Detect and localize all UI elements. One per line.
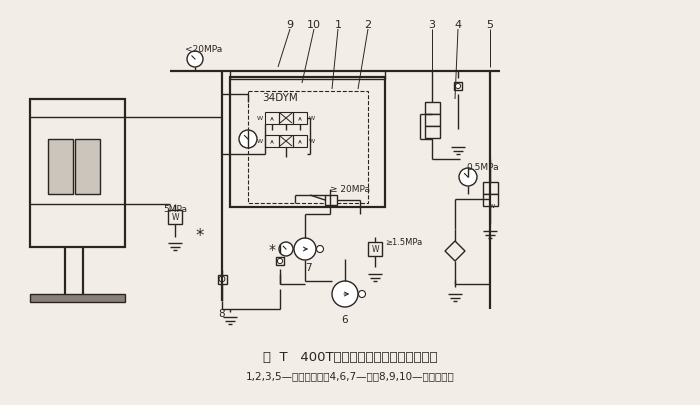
Circle shape [294,239,316,260]
Text: W: W [257,116,263,121]
Text: W: W [371,245,379,254]
Text: 5: 5 [486,20,493,30]
Text: 7: 7 [304,262,312,272]
Circle shape [358,291,365,298]
Text: ≥1.5MPa: ≥1.5MPa [385,238,422,247]
Bar [279,136,293,148]
Bar [248,92,368,203]
Circle shape [277,259,283,264]
Bar [230,78,385,207]
Circle shape [459,168,477,187]
Bar [276,257,284,265]
Text: 4: 4 [454,20,461,30]
Bar [30,294,125,302]
Bar [293,113,307,125]
Text: 1,2,3,5—电磁换向阀；4,6,7—泵；8,9,10—液控单向阀: 1,2,3,5—电磁换向阀；4,6,7—泵；8,9,10—液控单向阀 [246,370,454,380]
Text: *: * [269,243,276,256]
Bar [483,194,498,207]
Circle shape [219,277,225,282]
Circle shape [187,52,203,68]
Bar [30,100,125,247]
Text: W: W [309,139,315,144]
Circle shape [239,131,257,149]
Text: 6: 6 [342,314,349,324]
Text: W: W [257,139,263,144]
Bar [483,183,498,194]
Circle shape [456,84,461,90]
Bar [425,115,440,127]
Bar [454,83,462,91]
Bar [218,275,227,284]
Bar [265,113,279,125]
Bar [48,140,73,194]
Bar [425,127,440,139]
Bar [425,103,440,115]
Text: 图  T   400T油压机液压系统图（改进前）: 图 T 400T油压机液压系统图（改进前） [262,351,438,364]
Text: <20MPa: <20MPa [185,45,223,54]
Text: W: W [489,204,495,209]
Text: 10: 10 [307,20,321,30]
Text: 0.5MPa: 0.5MPa [466,163,498,172]
Text: W: W [172,213,178,222]
Text: 34DYM: 34DYM [262,93,298,103]
Text: 8: 8 [218,308,225,318]
Circle shape [316,246,323,253]
Circle shape [332,281,358,307]
Text: ≥ 20MPa: ≥ 20MPa [330,185,370,194]
Text: 3: 3 [428,20,435,30]
Circle shape [279,243,293,256]
Bar [279,113,293,125]
Bar [325,196,337,205]
Bar [75,140,100,194]
Text: 5MPa: 5MPa [163,205,187,214]
Bar [368,243,382,256]
Text: 1: 1 [335,20,342,30]
Text: 9: 9 [286,20,293,30]
Text: 2: 2 [365,20,372,30]
Text: W: W [309,116,315,121]
Text: *: * [196,226,204,244]
Bar [168,211,182,224]
Bar [293,136,307,148]
Bar [265,136,279,148]
